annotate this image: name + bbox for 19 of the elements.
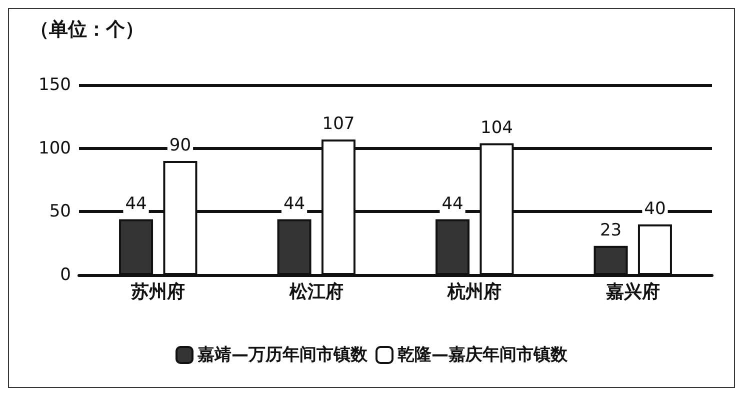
y-tick-label: 150: [38, 75, 71, 95]
data-label: 44: [125, 194, 147, 214]
data-label: 90: [169, 136, 192, 156]
data-label: 23: [600, 220, 622, 240]
data-label: 44: [283, 194, 306, 214]
data-label: 40: [644, 198, 666, 219]
y-tick-label: 50: [49, 202, 71, 222]
data-label: 107: [322, 114, 355, 134]
x-tick-label: 嘉兴府: [606, 282, 660, 302]
x-tick-label: 杭州府: [446, 282, 502, 302]
data-label: 104: [480, 118, 513, 138]
legend-label: 乾隆—嘉庆年间市镇数: [398, 345, 568, 365]
data-label: 44: [442, 194, 464, 214]
x-tick-label: 松江府: [288, 282, 344, 302]
y-tick-label: 0: [60, 265, 71, 285]
y-axis-title: （单位：个）: [30, 18, 144, 40]
x-tick-label: 苏州府: [130, 282, 186, 302]
y-tick-label: 100: [38, 138, 71, 158]
legend-label: 嘉靖—万历年间市镇数: [198, 345, 368, 365]
